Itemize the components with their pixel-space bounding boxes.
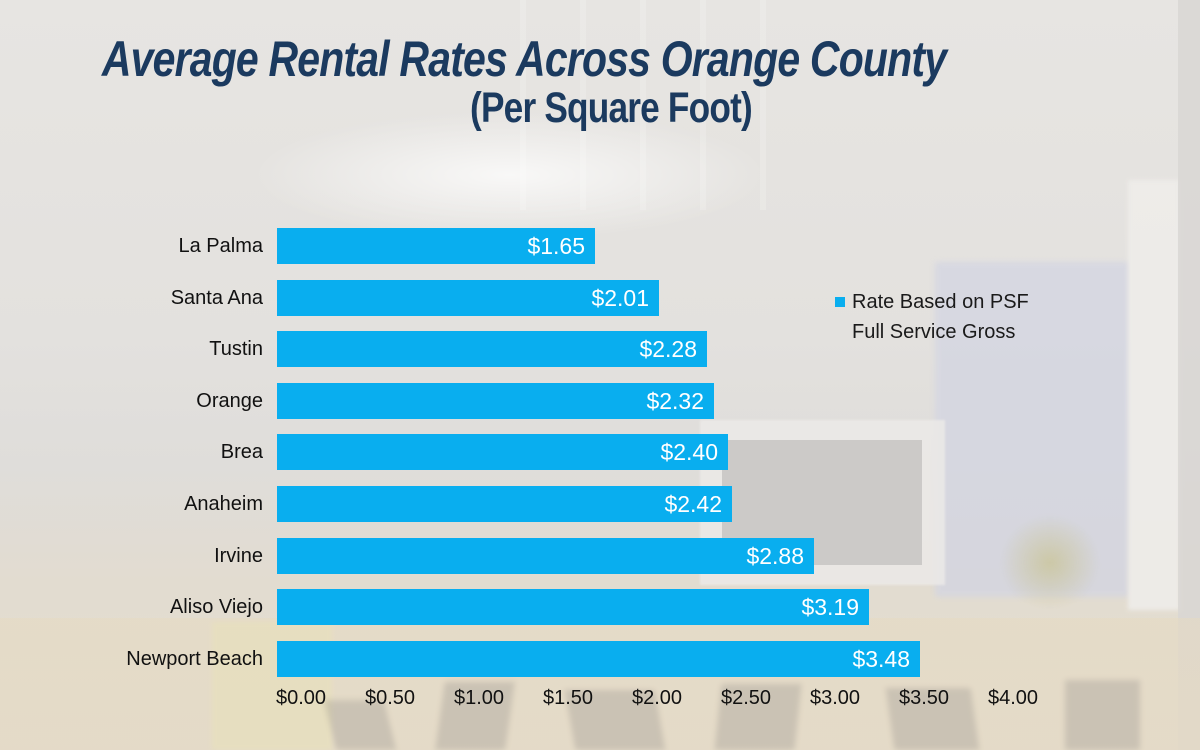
legend-label-line2: Full Service Gross <box>852 321 1016 343</box>
bar-value-label: $2.01 <box>591 284 649 311</box>
x-axis-tick-label: $3.00 <box>809 687 861 709</box>
category-label: Newport Beach <box>126 648 263 670</box>
x-axis-tick-label: $2.50 <box>720 687 772 709</box>
category-label: Tustin <box>209 338 263 360</box>
category-label: Orange <box>196 390 263 412</box>
bar: $3.19 <box>277 589 869 625</box>
bar-value-label: $3.48 <box>852 645 910 672</box>
background-floor <box>0 618 1200 750</box>
bar-value-label: $2.32 <box>646 387 704 414</box>
legend: Rate Based on PSF Full Service Gross <box>835 287 1029 347</box>
bar-value-label: $2.40 <box>660 438 718 465</box>
x-axis-tick-label: $2.00 <box>631 687 683 709</box>
bar: $2.42 <box>277 486 732 522</box>
bar-value-label: $2.42 <box>664 490 722 517</box>
x-axis-tick-label: $0.50 <box>364 687 416 709</box>
bar: $2.28 <box>277 331 707 367</box>
category-label: Irvine <box>214 545 263 567</box>
chart-title: Average Rental Rates Across Orange Count… <box>101 31 947 87</box>
x-axis-tick-label: $4.00 <box>987 687 1039 709</box>
bar: $2.40 <box>277 434 728 470</box>
background-right-edge <box>1178 0 1200 750</box>
bar: $2.01 <box>277 280 659 316</box>
bar: $2.88 <box>277 538 814 574</box>
category-label: Brea <box>220 441 263 463</box>
category-label: Santa Ana <box>170 287 263 309</box>
bar: $2.32 <box>277 383 714 419</box>
background-pillar <box>1128 180 1180 610</box>
legend-marker-icon <box>835 297 845 307</box>
category-label: La Palma <box>178 235 264 257</box>
category-label: Aliso Viejo <box>169 596 263 618</box>
bar-value-label: $3.19 <box>801 593 859 620</box>
bar-value-label: $1.65 <box>527 232 585 259</box>
background-plant <box>1000 515 1100 610</box>
category-label: Anaheim <box>184 493 263 515</box>
background-chair <box>1065 680 1140 750</box>
legend-label-line1: Rate Based on PSF <box>852 291 1029 313</box>
x-axis-tick-label: $1.50 <box>542 687 594 709</box>
x-axis-tick-label: $3.50 <box>898 687 950 709</box>
bar-value-label: $2.88 <box>746 542 804 569</box>
bar: $3.48 <box>277 641 920 677</box>
bar-value-label: $2.28 <box>639 335 697 362</box>
x-axis-tick-label: $0.00 <box>275 687 327 709</box>
x-axis-tick-label: $1.00 <box>453 687 505 709</box>
bar: $1.65 <box>277 228 595 264</box>
chart-subtitle: (Per Square Foot) <box>470 84 753 132</box>
